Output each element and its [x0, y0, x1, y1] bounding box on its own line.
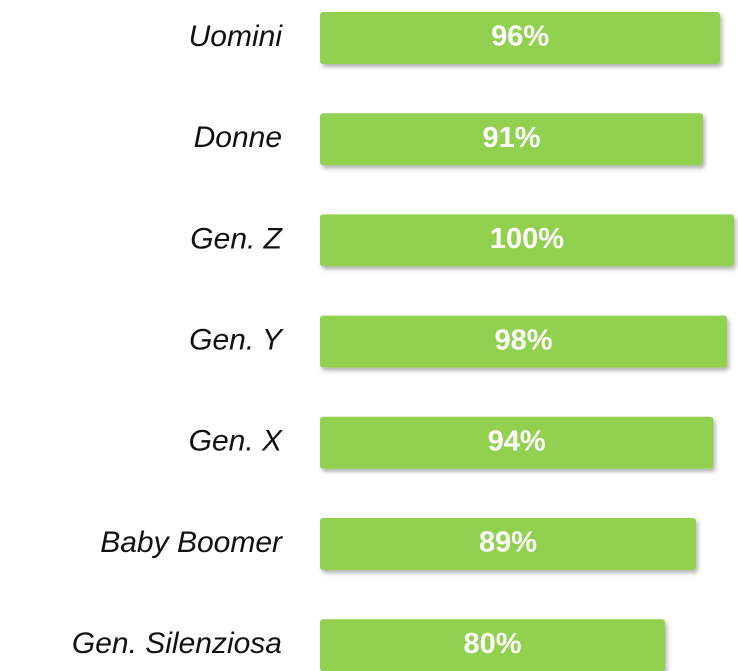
bar [320, 12, 721, 64]
value-label: 98% [495, 324, 553, 356]
value-label: 96% [491, 21, 549, 53]
value-label: 94% [488, 425, 546, 457]
category-label: Gen. Z [190, 222, 283, 255]
bar [320, 416, 714, 469]
value-label: 89% [479, 527, 537, 559]
value-label: 80% [463, 628, 521, 660]
category-label: Gen. Y [189, 324, 284, 357]
category-label: Gen. X [189, 425, 283, 458]
bar [320, 214, 734, 267]
bar [320, 315, 728, 368]
bar [320, 518, 697, 570]
category-label: Uomini [189, 20, 284, 53]
category-label: Gen. Silenziosa [72, 627, 282, 660]
category-label: Baby Boomer [100, 526, 283, 559]
bar [320, 113, 703, 166]
value-label: 91% [482, 122, 540, 154]
bar [320, 619, 665, 671]
value-label: 100% [490, 223, 564, 255]
category-label: Donne [194, 121, 282, 154]
